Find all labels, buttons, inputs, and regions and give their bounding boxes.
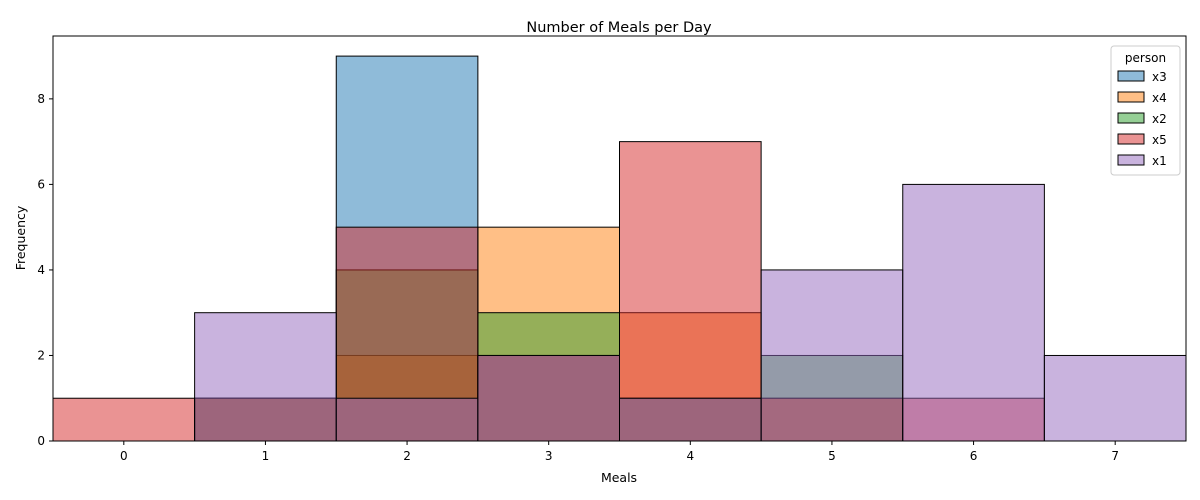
- y-axis: 0 2 4 6 8: [37, 92, 53, 448]
- legend: person x3 x4 x2 x5 x1: [1110, 45, 1181, 176]
- legend-swatch-x4: [1117, 91, 1145, 103]
- x-tick-label: 0: [120, 449, 128, 463]
- plot-frame: [52, 35, 1187, 442]
- y-tick-label: 6: [37, 177, 45, 191]
- legend-label-x1: x1: [1152, 154, 1167, 168]
- x-axis-label: Meals: [601, 470, 637, 485]
- x-tick-label: 5: [828, 449, 836, 463]
- legend-swatch-x5: [1117, 133, 1145, 145]
- bar-x1-7: [1043, 354, 1187, 442]
- chart-title: Number of Meals per Day: [526, 20, 712, 36]
- y-tick-label: 8: [37, 92, 45, 106]
- bar-x1-6: [902, 183, 1045, 442]
- bar-x1-5: [760, 269, 904, 442]
- x-tick-label: 6: [970, 449, 978, 463]
- y-tick-label: 4: [37, 263, 45, 277]
- bar-x1-2: [335, 397, 479, 442]
- legend-title: person: [1125, 51, 1166, 65]
- legend-swatch-x2: [1117, 112, 1145, 124]
- x-axis: 0 1 2 3 4 5 6 7: [120, 441, 1119, 463]
- legend-swatch-x1: [1117, 154, 1145, 166]
- bar-x1-3: [477, 354, 620, 442]
- bars-layer: [52, 55, 1187, 442]
- x-tick-label: 7: [1111, 449, 1119, 463]
- y-tick-label: 2: [37, 348, 45, 362]
- bar-x5-4: [619, 141, 762, 442]
- bar-x1-1: [194, 312, 337, 442]
- x-tick-label: 4: [686, 449, 694, 463]
- legend-swatch-x3: [1117, 70, 1145, 82]
- x-tick-label: 2: [403, 449, 411, 463]
- legend-label-x3: x3: [1152, 70, 1167, 84]
- y-tick-label: 0: [37, 434, 45, 448]
- bar-x1-4: [619, 397, 762, 442]
- legend-label-x2: x2: [1152, 112, 1167, 126]
- legend-label-x4: x4: [1152, 91, 1167, 105]
- legend-label-x5: x5: [1152, 133, 1167, 147]
- y-axis-label: Frequency: [13, 205, 28, 270]
- x-tick-label: 1: [262, 449, 270, 463]
- x-tick-label: 3: [545, 449, 553, 463]
- bar-x5-0: [52, 397, 196, 442]
